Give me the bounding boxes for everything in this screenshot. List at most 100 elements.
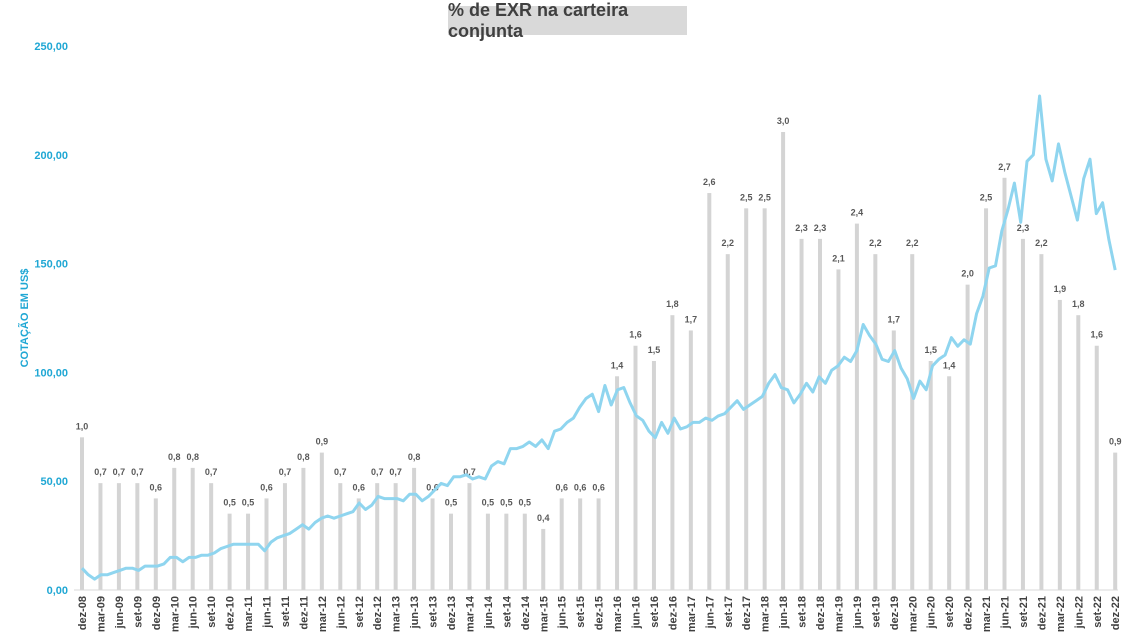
bar xyxy=(984,208,989,591)
bar-data-label: 0,8 xyxy=(408,452,421,462)
bar xyxy=(688,330,693,590)
bar xyxy=(449,513,453,590)
y-axis-label: COTAÇÃO EM US$ xyxy=(18,269,31,368)
bar-data-label: 2,4 xyxy=(851,208,864,218)
x-tick-label: set-12 xyxy=(354,596,366,628)
bar-data-label: 1,7 xyxy=(888,314,901,324)
bar-data-label: 1,0 xyxy=(76,421,89,431)
bar-data-label: 0,7 xyxy=(94,467,107,477)
bar-data-label: 0,7 xyxy=(389,467,402,477)
x-tick-label: jun-20 xyxy=(926,596,938,629)
bar-data-label: 1,8 xyxy=(666,299,679,309)
bar xyxy=(762,208,767,591)
x-tick-label: jun-10 xyxy=(188,596,200,629)
bar xyxy=(246,513,251,590)
bar-data-label: 0,5 xyxy=(500,498,513,508)
y-tick-label: 200,00 xyxy=(34,150,68,162)
x-tick-label: dez-21 xyxy=(1036,596,1048,630)
bar-data-label: 0,7 xyxy=(334,467,347,477)
x-tick-label: set-10 xyxy=(206,596,218,628)
bar-data-label: 0,5 xyxy=(223,498,236,508)
bar-data-label: 2,0 xyxy=(961,269,974,279)
bar xyxy=(541,528,546,590)
bar xyxy=(1076,315,1081,590)
y-tick-label: 100,00 xyxy=(34,367,68,379)
bar xyxy=(781,132,786,590)
bar xyxy=(670,315,675,590)
bar-data-label: 0,5 xyxy=(445,498,458,508)
bar-data-label: 1,9 xyxy=(1054,284,1067,294)
bar xyxy=(873,254,878,590)
bar xyxy=(356,498,361,590)
x-tick-label: mar-11 xyxy=(243,596,255,631)
price-line xyxy=(80,94,1117,581)
bar-data-label: 0,9 xyxy=(316,437,329,447)
x-tick-label: dez-09 xyxy=(151,596,163,630)
x-tick-label: dez-11 xyxy=(298,596,310,630)
x-tick-label: set-17 xyxy=(723,596,735,628)
bar xyxy=(799,238,804,590)
x-tick-label: mar-18 xyxy=(760,596,772,632)
x-tick-label: dez-08 xyxy=(77,596,89,630)
bar-data-label: 0,9 xyxy=(1109,437,1122,447)
y-tick-label: 50,00 xyxy=(40,476,68,488)
bar xyxy=(928,361,933,590)
bar-data-label: 0,6 xyxy=(352,482,365,492)
x-tick-label: mar-09 xyxy=(95,596,107,632)
bar-data-label: 0,8 xyxy=(186,452,199,462)
bar xyxy=(430,498,435,590)
bar-data-label: 2,2 xyxy=(869,238,882,248)
bar xyxy=(338,483,343,590)
x-tick-label: set-13 xyxy=(428,596,440,628)
x-tick-label: set-09 xyxy=(132,596,144,628)
bar xyxy=(98,483,103,590)
bar-data-label: 0,7 xyxy=(463,467,476,477)
bar xyxy=(116,483,121,590)
x-tick-label: mar-14 xyxy=(464,595,476,632)
x-tick-label: jun-12 xyxy=(335,596,347,629)
bar xyxy=(965,284,970,590)
bar xyxy=(1057,299,1062,590)
x-tick-label: dez-17 xyxy=(741,596,753,630)
x-tick-label: mar-22 xyxy=(1055,596,1067,632)
bar-data-label: 2,7 xyxy=(998,162,1011,172)
bar-data-label: 0,5 xyxy=(519,498,532,508)
bar xyxy=(1020,238,1025,590)
bar-data-label: 3,0 xyxy=(777,116,790,126)
bar xyxy=(1002,177,1007,591)
bar-data-label: 2,3 xyxy=(795,223,808,233)
bar xyxy=(633,345,638,590)
x-tick-label: mar-15 xyxy=(538,596,550,632)
bar-data-label: 2,6 xyxy=(703,177,716,187)
bar-data-label: 2,5 xyxy=(740,192,753,202)
bar-data-label: 0,6 xyxy=(574,482,587,492)
bar-data-label: 1,4 xyxy=(611,360,624,370)
bar xyxy=(504,513,509,590)
bar xyxy=(190,467,195,590)
bar xyxy=(578,498,583,590)
bar-data-label: 2,3 xyxy=(1017,223,1030,233)
x-tick-label: dez-13 xyxy=(446,596,458,630)
x-tick-label: mar-16 xyxy=(612,596,624,632)
bar xyxy=(818,238,822,590)
x-tick-label: set-15 xyxy=(575,596,587,628)
x-tick-label: dez-14 xyxy=(520,595,532,630)
bar-data-label: 2,5 xyxy=(758,192,771,202)
bar xyxy=(153,498,158,590)
bar xyxy=(135,483,140,590)
x-tick-label: dez-18 xyxy=(815,596,827,630)
bar-data-label: 1,7 xyxy=(685,314,698,324)
bar xyxy=(1039,254,1044,590)
bar xyxy=(467,483,472,590)
x-tick-label: dez-16 xyxy=(667,596,679,630)
x-tick-label: set-22 xyxy=(1092,596,1104,628)
bar xyxy=(172,467,177,590)
bar xyxy=(836,269,841,590)
bar-data-label: 0,8 xyxy=(297,452,310,462)
bar xyxy=(485,513,490,590)
bar-data-label: 2,3 xyxy=(814,223,827,233)
x-tick-label: dez-19 xyxy=(889,596,901,630)
bar xyxy=(1113,452,1118,590)
y-axis: 0,00 50,00 100,00 150,00 200,00 250,00 xyxy=(34,41,68,597)
